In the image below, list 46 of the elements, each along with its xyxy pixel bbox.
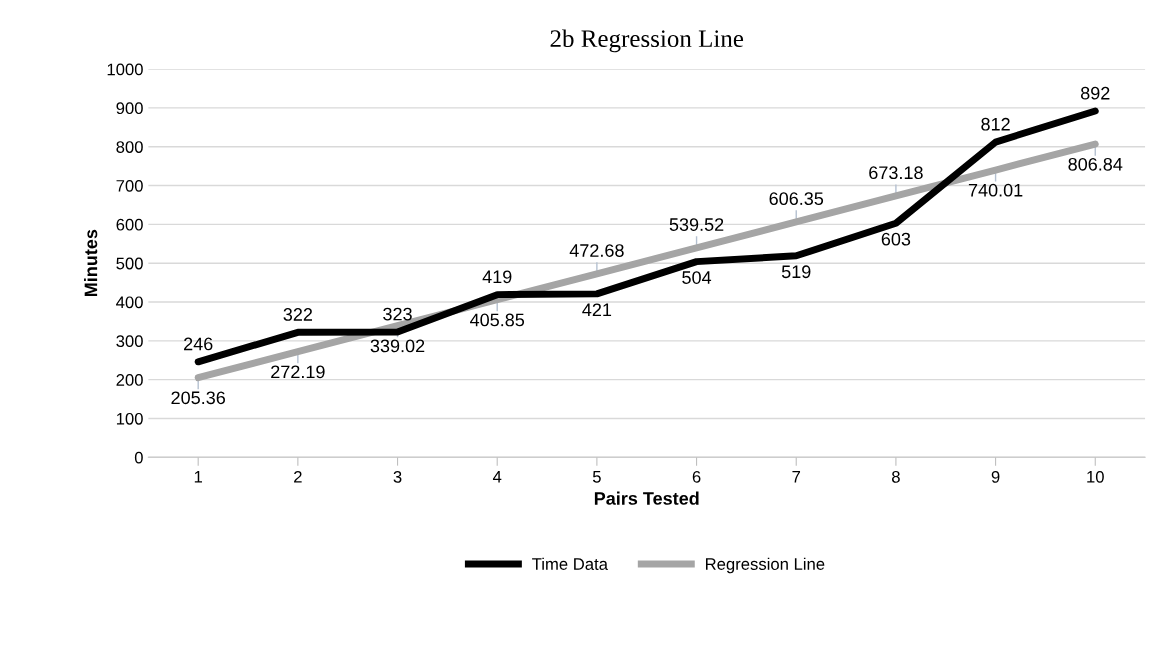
y-axis-title: Minutes — [84, 229, 98, 297]
data-label: 740.01 — [968, 183, 1023, 197]
data-label: 421 — [582, 303, 612, 317]
x-tick-label: 6 — [692, 470, 701, 483]
y-tick-label: 800 — [116, 141, 143, 153]
data-label: 472.68 — [569, 244, 624, 257]
y-tick-label: 1000 — [107, 63, 143, 76]
data-label: 323 — [383, 307, 412, 321]
data-label: 603 — [881, 232, 911, 246]
data-label: 419 — [482, 270, 512, 284]
x-tick-label: 1 — [194, 471, 203, 483]
chart-title: 2b Regression Line — [550, 29, 744, 53]
y-tick-label: 200 — [116, 374, 143, 386]
data-label: 606.35 — [769, 192, 824, 206]
legend-label: Time Data — [532, 557, 608, 570]
data-label: 246 — [184, 337, 213, 351]
x-tick-label: 10 — [1087, 470, 1104, 483]
x-tick-label: 2 — [294, 470, 302, 483]
data-label: 812 — [981, 117, 1010, 131]
data-label: 806.84 — [1068, 157, 1123, 171]
x-tick-label: 3 — [393, 470, 402, 483]
y-tick-label: 700 — [116, 179, 143, 192]
x-tick-label: 4 — [492, 471, 502, 483]
data-label: 504 — [682, 271, 712, 284]
data-label: 205.36 — [171, 391, 226, 405]
data-label: 322 — [283, 308, 313, 321]
x-tick-label: 5 — [592, 471, 601, 483]
y-tick-label: 600 — [116, 218, 143, 231]
data-label: 892 — [1080, 86, 1110, 100]
x-tick-label: 9 — [991, 470, 1000, 483]
data-label: 272.19 — [271, 365, 325, 379]
y-tick-label: 0 — [134, 451, 143, 464]
data-label: 339.02 — [370, 339, 425, 353]
x-tick-label: 8 — [892, 470, 900, 483]
y-tick-label: 100 — [116, 412, 143, 425]
y-tick-label: 500 — [116, 257, 143, 270]
data-label: 405.85 — [470, 313, 525, 327]
data-label: 519 — [781, 265, 811, 279]
data-label: 539.52 — [669, 218, 724, 231]
y-tick-label: 900 — [116, 102, 143, 115]
data-label: 673.18 — [869, 166, 923, 180]
x-axis-title: Pairs Tested — [594, 491, 699, 505]
x-tick-label: 7 — [792, 471, 801, 483]
y-tick-label: 400 — [116, 296, 143, 309]
y-tick-label: 300 — [116, 335, 143, 348]
legend-label: Regression Line — [705, 557, 825, 574]
